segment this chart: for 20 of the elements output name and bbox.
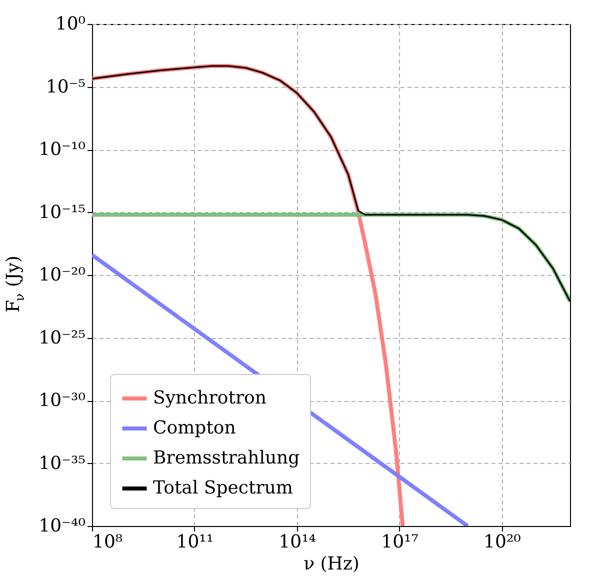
y-tick-label: 10⁻²⁵ [38,327,86,348]
x-tick-label: 10⁸ [92,532,123,552]
y-tick-label: 10⁻¹⁵ [38,202,86,223]
x-tick-label: 10¹⁷ [381,532,418,552]
x-tick-label: 10²⁰ [484,532,521,552]
y-tick-label: 10⁰ [55,14,86,34]
x-tick-label: 10¹¹ [176,532,214,552]
x-axis-title: ν (Hz) [304,554,360,574]
y-tick-label: 10⁻³⁵ [38,452,86,474]
y-tick-label: 10⁻²⁰ [38,264,86,286]
x-tick-label: 10¹⁴ [278,532,316,552]
legend-label: Bremsstrahlung [153,448,300,468]
legend-label: Synchrotron [153,388,267,408]
y-tick-label: 10⁻⁴⁰ [38,516,86,536]
y-axis-title: Fν (Jy) [3,256,28,313]
legend-label: Compton [153,418,236,438]
y-tick-label: 10⁻⁵ [46,76,86,98]
legend-label: Total Spectrum [153,478,293,498]
y-tick-label: 10⁻¹⁰ [38,139,86,160]
y-tick-label: 10⁻³⁰ [38,390,86,411]
